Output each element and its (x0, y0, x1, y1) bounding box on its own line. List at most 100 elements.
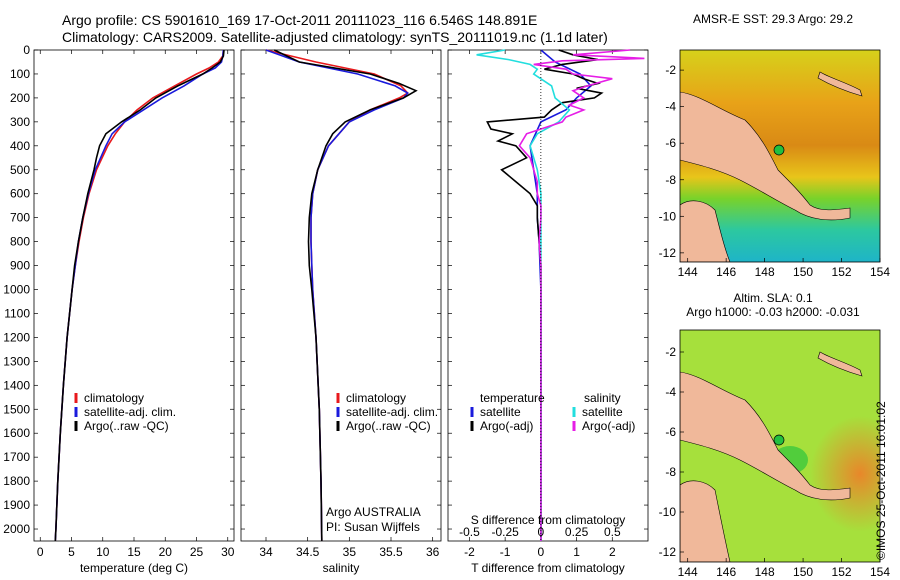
legend-label: Argo(-adj) (480, 419, 533, 433)
x-tick-label: 0 (37, 545, 44, 559)
x-axis-label: salinity (323, 561, 360, 575)
y-tick-label: 0 (23, 43, 30, 57)
x-axis-label: T difference from climatology (471, 561, 625, 575)
y-tick-label: 1100 (4, 306, 30, 320)
x-tick-label: 35 (343, 545, 357, 559)
y-tick-label: 1300 (3, 354, 30, 368)
map-y-tick-label: -12 (659, 246, 677, 260)
x-tick-label: 34.5 (296, 545, 320, 559)
map-x-tick-label: 154 (870, 565, 890, 579)
map-y-tick-label: -2 (665, 63, 676, 77)
series-line-3 (273, 49, 418, 542)
australia-land (680, 200, 731, 262)
x-tick-label: 5 (68, 545, 75, 559)
y-tick-label: 600 (10, 187, 30, 201)
map-x-tick-label: 152 (832, 565, 852, 579)
map-x-tick-label: 144 (678, 265, 698, 279)
series-line-3 (54, 49, 225, 542)
legend-heading-temperature: temperature (480, 391, 545, 405)
map-x-tick-label: 148 (755, 265, 775, 279)
figure-title-line2: Climatology: CARS2009. Satellite-adjuste… (62, 29, 608, 45)
y-tick-label: 1500 (3, 402, 30, 416)
x-tick-label: 2 (609, 545, 616, 559)
x-tick-label: 10 (96, 545, 110, 559)
x-tick-label: 30 (221, 545, 235, 559)
map-y-tick-label: -6 (665, 136, 676, 150)
new-guinea-land (680, 371, 851, 501)
legend-label: climatology (346, 391, 406, 405)
map-x-tick-label: 152 (832, 265, 852, 279)
argo-location-marker (773, 434, 785, 446)
s-tick-label: 0.25 (565, 525, 589, 539)
y-tick-label: 1000 (3, 283, 30, 297)
s-axis-label: S difference from climatology (471, 513, 626, 527)
sst-map (680, 50, 880, 262)
x-axis-label: temperature (deg C) (80, 561, 188, 575)
y-tick-label: 1400 (3, 378, 30, 392)
y-tick-label: 300 (10, 115, 30, 129)
x-tick-label: 15 (127, 545, 141, 559)
sla-map-title-line2: Argo h1000: -0.03 h2000: -0.031 (686, 305, 860, 319)
legend-label: Argo(..raw -QC) (346, 419, 431, 433)
y-tick-label: 1900 (3, 498, 30, 512)
legend-label: satellite-adj. clim. (84, 405, 176, 419)
sla-map (680, 330, 880, 562)
legend-label: satellite-adj. clim. (346, 405, 438, 419)
map-y-tick-label: -8 (665, 173, 676, 187)
argo-location-marker (773, 144, 785, 156)
x-tick-label: -1 (500, 545, 511, 559)
y-tick-label: 1600 (3, 426, 30, 440)
x-tick-label: 35.5 (379, 545, 403, 559)
x-tick-label: 1 (573, 545, 580, 559)
y-tick-label: 200 (10, 91, 30, 105)
s-tick-label: -0.5 (459, 525, 480, 539)
x-tick-label: 34 (259, 545, 273, 559)
map-y-tick-label: -4 (665, 100, 676, 114)
x-tick-label: 25 (190, 545, 204, 559)
salinity-profile-panel: 34 34.5 35 35.5 36 salinity climatologysatelli… (240, 49, 442, 575)
y-tick-label: 400 (10, 139, 30, 153)
new-guinea-land (680, 91, 851, 221)
legend-label: satellite (480, 405, 521, 419)
x-tick-label: -2 (464, 545, 475, 559)
new-britain-land (817, 351, 863, 377)
map-y-tick-label: -12 (659, 545, 677, 559)
map-x-tick-label: 148 (755, 565, 775, 579)
y-tick-label: 800 (10, 235, 30, 249)
map-x-tick-label: 150 (793, 565, 813, 579)
legend-heading-salinity: salinity (584, 391, 621, 405)
map-y-tick-label: -10 (659, 209, 677, 223)
y-tick-label: 1200 (3, 330, 30, 344)
map-y-tick-label: -8 (665, 465, 676, 479)
x-tick-label: 0 (538, 545, 545, 559)
pi-label: PI: Susan Wijffels (326, 520, 420, 534)
plot-frame (240, 49, 442, 542)
y-tick-label: 100 (10, 67, 30, 81)
y-tick-label: 700 (10, 211, 30, 225)
sst-map-frame (679, 49, 881, 263)
map-x-tick-label: 150 (793, 265, 813, 279)
x-tick-label: 20 (159, 545, 173, 559)
difference-profile-panel: -2 -1 0 1 2 T difference from climatology -0.5… (447, 49, 649, 575)
map-y-tick-label: -4 (665, 385, 676, 399)
plot-frame (33, 49, 235, 542)
figure-title-line1: Argo profile: CS 5901610_169 17-Oct-2011… (62, 12, 538, 28)
credit-text: ©IMOS 25-Oct-2011 16:01:02 (874, 401, 888, 560)
map-x-tick-label: 146 (716, 565, 736, 579)
legend-label: satellite (582, 405, 623, 419)
map-y-tick-label: -6 (665, 425, 676, 439)
australia-land (680, 480, 731, 562)
plot-frame (447, 49, 649, 542)
y-tick-label: 500 (10, 163, 30, 177)
map-y-tick-label: -2 (665, 345, 676, 359)
sla-map-title-line1: Altim. SLA: 0.1 (733, 291, 813, 305)
s-tick-label: 0 (538, 525, 545, 539)
sla-map-frame (679, 329, 881, 563)
y-tick-label: 2000 (3, 522, 30, 536)
map-x-tick-label: 154 (870, 265, 890, 279)
s-tick-label: -0.25 (491, 525, 519, 539)
series-line-4 (518, 49, 645, 541)
legend-label: climatology (84, 391, 144, 405)
s-tick-label: 0.5 (604, 525, 621, 539)
